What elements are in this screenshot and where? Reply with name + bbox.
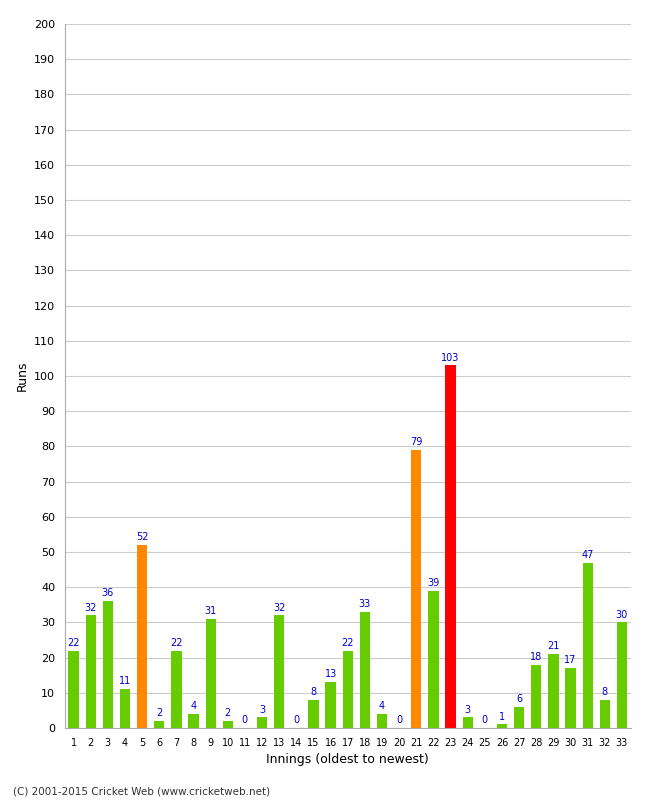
Text: 79: 79 <box>410 437 422 447</box>
Bar <box>188 714 199 728</box>
Text: 4: 4 <box>379 701 385 711</box>
Bar <box>257 718 267 728</box>
Bar <box>531 665 541 728</box>
Bar <box>411 450 421 728</box>
Bar <box>68 650 79 728</box>
Bar <box>326 682 336 728</box>
Bar <box>137 545 148 728</box>
Text: 0: 0 <box>482 715 488 725</box>
Bar <box>582 562 593 728</box>
Bar <box>171 650 181 728</box>
Text: 3: 3 <box>465 705 471 714</box>
Y-axis label: Runs: Runs <box>16 361 29 391</box>
Bar <box>343 650 353 728</box>
Text: 31: 31 <box>205 606 217 616</box>
Bar <box>308 700 318 728</box>
X-axis label: Innings (oldest to newest): Innings (oldest to newest) <box>266 754 429 766</box>
Text: 32: 32 <box>84 602 97 613</box>
Text: 32: 32 <box>273 602 285 613</box>
Bar <box>274 615 284 728</box>
Text: 3: 3 <box>259 705 265 714</box>
Text: 1: 1 <box>499 712 505 722</box>
Bar <box>223 721 233 728</box>
Text: 11: 11 <box>119 677 131 686</box>
Text: 0: 0 <box>242 715 248 725</box>
Text: 18: 18 <box>530 652 542 662</box>
Bar <box>103 602 113 728</box>
Text: 36: 36 <box>101 589 114 598</box>
Bar <box>463 718 473 728</box>
Text: (C) 2001-2015 Cricket Web (www.cricketweb.net): (C) 2001-2015 Cricket Web (www.cricketwe… <box>13 786 270 796</box>
Text: 8: 8 <box>311 687 317 697</box>
Text: 2: 2 <box>225 708 231 718</box>
Bar <box>377 714 387 728</box>
Text: 17: 17 <box>564 655 577 666</box>
Text: 47: 47 <box>582 550 594 560</box>
Bar <box>445 366 456 728</box>
Text: 52: 52 <box>136 532 148 542</box>
Text: 103: 103 <box>441 353 460 362</box>
Bar <box>359 612 370 728</box>
Text: 0: 0 <box>396 715 402 725</box>
Bar <box>566 668 576 728</box>
Text: 13: 13 <box>324 670 337 679</box>
Text: 22: 22 <box>170 638 183 648</box>
Bar <box>86 615 96 728</box>
Bar <box>548 654 558 728</box>
Text: 22: 22 <box>341 638 354 648</box>
Text: 21: 21 <box>547 642 560 651</box>
Text: 4: 4 <box>190 701 196 711</box>
Bar <box>120 690 130 728</box>
Bar <box>497 725 507 728</box>
Text: 30: 30 <box>616 610 628 619</box>
Text: 0: 0 <box>293 715 300 725</box>
Bar <box>514 707 525 728</box>
Bar <box>428 590 439 728</box>
Text: 6: 6 <box>516 694 522 704</box>
Text: 33: 33 <box>359 599 371 609</box>
Bar <box>154 721 164 728</box>
Text: 8: 8 <box>602 687 608 697</box>
Bar <box>205 619 216 728</box>
Bar <box>617 622 627 728</box>
Text: 2: 2 <box>156 708 162 718</box>
Text: 39: 39 <box>427 578 439 588</box>
Text: 22: 22 <box>68 638 80 648</box>
Bar <box>600 700 610 728</box>
